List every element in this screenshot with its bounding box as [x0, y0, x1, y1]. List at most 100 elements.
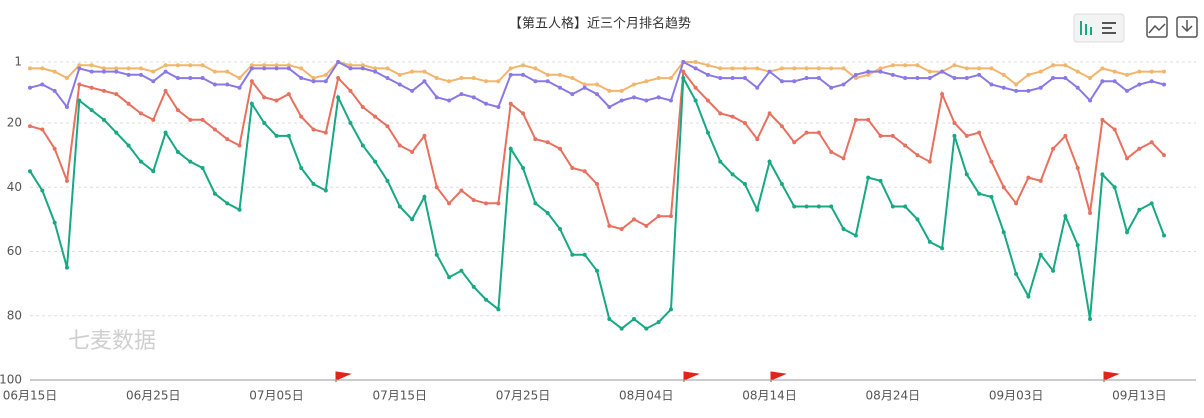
data-point	[1112, 127, 1117, 132]
data-point	[952, 63, 957, 68]
data-point	[927, 239, 932, 244]
data-point	[262, 121, 267, 126]
data-point	[385, 178, 390, 183]
data-point	[249, 79, 254, 84]
data-point	[434, 252, 439, 257]
data-point	[1038, 85, 1043, 90]
data-point	[779, 66, 784, 71]
data-point	[64, 104, 69, 109]
data-point	[508, 101, 513, 106]
data-point	[841, 156, 846, 161]
data-point	[237, 85, 242, 90]
data-point	[558, 227, 563, 232]
data-point	[644, 98, 649, 103]
data-point	[1137, 69, 1142, 74]
data-point	[225, 69, 230, 74]
data-point	[1149, 69, 1154, 74]
data-point	[410, 149, 415, 154]
flag[interactable]	[770, 371, 787, 382]
series-line	[29, 74, 1165, 330]
data-point	[188, 117, 193, 122]
data-point	[853, 72, 858, 77]
data-point	[52, 88, 57, 93]
data-point	[545, 140, 550, 145]
data-point	[225, 201, 230, 206]
data-point	[508, 72, 513, 77]
data-point	[274, 98, 279, 103]
data-point	[249, 66, 254, 71]
data-point	[1001, 185, 1006, 190]
data-point	[915, 153, 920, 158]
icon	[1080, 21, 1082, 35]
data-point	[964, 172, 969, 177]
data-point	[767, 69, 772, 74]
data-point	[841, 66, 846, 71]
data-point	[471, 76, 476, 81]
data-point	[829, 149, 834, 154]
data-point	[792, 79, 797, 84]
series-line	[30, 60, 1164, 92]
data-point	[126, 72, 131, 77]
data-point	[804, 204, 809, 209]
download[interactable]	[1176, 16, 1198, 38]
data-point	[742, 66, 747, 71]
data-point	[964, 133, 969, 138]
data-point	[138, 66, 143, 71]
icon	[1090, 27, 1092, 35]
data-point	[336, 76, 341, 81]
data-point	[705, 72, 710, 77]
data-point	[693, 60, 698, 64]
data-point	[718, 159, 723, 164]
x-tick-label: 09月13日	[1112, 389, 1167, 403]
data-point	[410, 69, 415, 74]
data-point	[1137, 82, 1142, 87]
data-point	[792, 204, 797, 209]
x-tick-label: 06月15日	[3, 389, 58, 403]
data-point	[903, 204, 908, 209]
data-point	[422, 133, 427, 138]
data-point	[545, 72, 550, 77]
data-point	[779, 124, 784, 129]
data-point	[200, 76, 205, 81]
flag[interactable]	[1103, 371, 1120, 382]
data-point	[249, 63, 254, 68]
data-point	[212, 191, 217, 196]
data-point	[582, 252, 587, 257]
y-tick-label: 100	[0, 373, 22, 387]
data-point	[631, 217, 636, 222]
data-point	[286, 63, 291, 68]
data-point	[693, 85, 698, 90]
data-point	[989, 159, 994, 164]
data-point	[853, 233, 858, 238]
data-point	[631, 82, 636, 87]
icon	[1181, 20, 1193, 33]
data-point	[890, 204, 895, 209]
data-point	[360, 143, 365, 148]
data-point	[459, 268, 464, 273]
x-tick-label: 08月04日	[619, 389, 674, 403]
data-point	[521, 72, 526, 77]
data-point	[989, 66, 994, 71]
data-point	[496, 201, 501, 206]
data-point	[459, 76, 464, 81]
data-point	[533, 66, 538, 71]
flag[interactable]	[683, 371, 700, 382]
data-point	[163, 130, 168, 135]
data-point	[1088, 316, 1093, 321]
data-point	[496, 307, 501, 312]
data-point	[434, 76, 439, 81]
data-point	[397, 143, 402, 148]
data-point	[89, 69, 94, 74]
data-point	[348, 121, 353, 126]
data-point	[163, 88, 168, 93]
x-tick-label: 07月15日	[373, 389, 428, 403]
y-tick-label: 20	[7, 116, 22, 130]
data-point	[607, 104, 612, 109]
save-image[interactable]	[1146, 16, 1168, 38]
data-point	[77, 63, 82, 68]
data-point	[730, 76, 735, 81]
x-tick-label: 09月03日	[989, 389, 1044, 403]
flag[interactable]	[335, 371, 352, 382]
data-point	[1051, 268, 1056, 273]
data-point	[175, 108, 180, 113]
